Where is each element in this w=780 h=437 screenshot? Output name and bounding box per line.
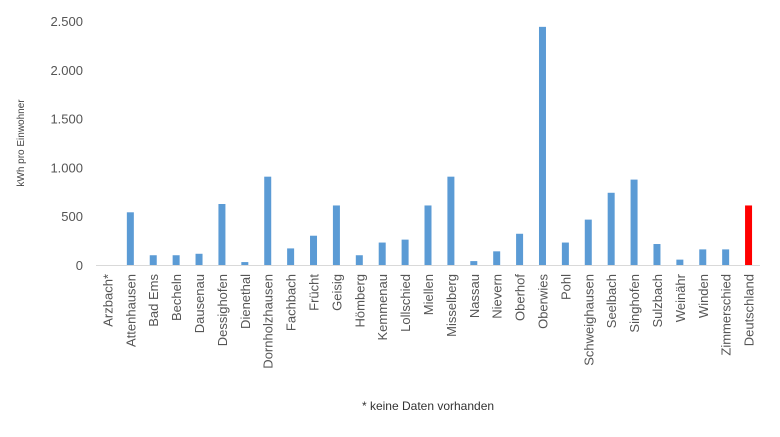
x-tick-label: Oberwies xyxy=(535,274,550,329)
bar-5 xyxy=(195,253,203,265)
bar-17 xyxy=(470,261,478,265)
bar-11 xyxy=(332,205,340,265)
x-tick-label: Dausenau xyxy=(192,274,207,333)
y-axis-ticks: 0 500 1.000 1.500 2.000 2.500 xyxy=(50,14,83,273)
x-axis-ticks: Arzbach* Attenhausen Bad Ems Becheln Dausena… xyxy=(100,273,756,368)
bar-10 xyxy=(310,235,318,265)
bar-4 xyxy=(172,255,180,265)
x-tick-label: Zimmerschied xyxy=(719,274,734,356)
bar-6 xyxy=(218,204,226,265)
bar-12 xyxy=(355,255,363,265)
bar-19 xyxy=(516,233,524,265)
x-tick-label: Lollschied xyxy=(398,274,413,332)
bar-24 xyxy=(630,179,638,265)
x-tick-label: Geisig xyxy=(329,274,344,311)
x-tick-label: Misselberg xyxy=(444,274,459,337)
x-tick-label: Becheln xyxy=(169,274,184,321)
x-tick-label: Oberhof xyxy=(513,274,528,321)
bar-16 xyxy=(447,176,455,265)
x-tick-label: Nievern xyxy=(490,274,505,319)
x-tick-label: Winden xyxy=(696,274,711,318)
bar-15 xyxy=(424,205,432,265)
x-tick-label: Schweighausen xyxy=(581,274,596,366)
x-tick-label: Frücht xyxy=(307,274,322,311)
x-tick-label: Seelbach xyxy=(604,274,619,328)
bar-2 xyxy=(126,212,134,265)
bar-22 xyxy=(584,219,592,265)
x-tick-label: Bad Ems xyxy=(146,274,161,327)
x-tick-label: Weinähr xyxy=(673,273,688,322)
bar-3 xyxy=(149,255,157,265)
bar-25 xyxy=(653,244,661,265)
y-axis-title-group: kWh pro Einwohner xyxy=(16,99,27,187)
bars-group xyxy=(126,26,753,265)
x-tick-label: Attenhausen xyxy=(123,274,138,347)
footnote-annotation: * keine Daten vorhanden xyxy=(362,399,494,413)
bar-27 xyxy=(699,249,707,265)
bar-9 xyxy=(287,248,295,265)
bar-20 xyxy=(538,26,546,265)
x-tick-label: Nassau xyxy=(467,274,482,318)
bar-23 xyxy=(607,192,615,265)
x-tick-label: Fachbach xyxy=(284,274,299,331)
x-tick-label: Dornholzhausen xyxy=(261,274,276,369)
y-tick-label: 1.500 xyxy=(50,112,83,127)
bar-8 xyxy=(264,176,272,265)
bar-13 xyxy=(378,242,386,265)
bar-28 xyxy=(722,249,730,265)
x-tick-label: Pohl xyxy=(558,274,573,300)
x-tick-label: Deutschland xyxy=(742,274,757,346)
y-tick-label: 0 xyxy=(76,258,83,273)
x-tick-label: Dessighofen xyxy=(215,274,230,346)
x-tick-label: Kemmenau xyxy=(375,274,390,340)
bar-18 xyxy=(493,251,501,265)
y-tick-label: 2.000 xyxy=(50,63,83,78)
bar-14 xyxy=(401,239,409,265)
x-tick-label: Hömberg xyxy=(352,274,367,327)
bar-21 xyxy=(561,242,569,265)
y-tick-label: 500 xyxy=(61,209,83,224)
y-axis-title: kWh pro Einwohner xyxy=(16,99,27,187)
y-tick-label: 2.500 xyxy=(50,14,83,29)
x-tick-label: Arzbach* xyxy=(100,274,115,327)
x-tick-label: Miellen xyxy=(421,274,436,315)
x-tick-label: Singhofen xyxy=(627,274,642,333)
x-tick-label: Dienethal xyxy=(238,274,253,329)
bar-29 xyxy=(745,205,753,265)
x-tick-label: Sulzbach xyxy=(650,274,665,327)
bar-7 xyxy=(241,262,249,265)
bar-26 xyxy=(676,259,684,265)
y-tick-label: 1.000 xyxy=(50,160,83,175)
